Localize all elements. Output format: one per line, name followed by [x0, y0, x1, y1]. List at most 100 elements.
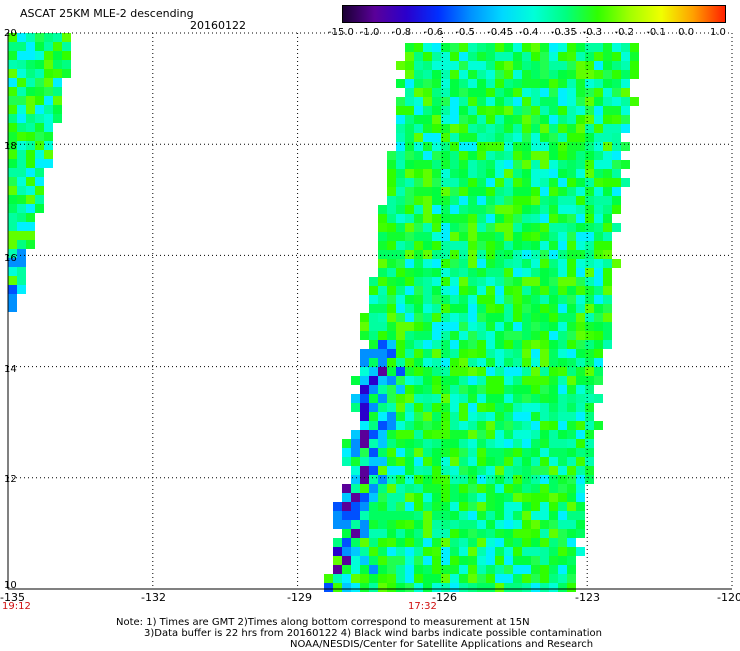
data-cell [603, 133, 612, 142]
data-cell [531, 97, 540, 106]
data-cell [459, 79, 468, 88]
data-cell [378, 295, 387, 304]
data-cell [495, 349, 504, 358]
data-cell [405, 475, 414, 484]
data-cell [360, 331, 369, 340]
data-cell [414, 250, 423, 259]
colorbar-label: -0.8 [391, 27, 412, 38]
data-cell [558, 313, 567, 322]
data-cell [486, 511, 495, 520]
data-cell [585, 241, 594, 250]
data-cell [44, 87, 53, 96]
data-cell [396, 277, 405, 286]
data-cell [522, 259, 531, 268]
data-cell [378, 520, 387, 529]
data-cell [549, 97, 558, 106]
data-cell [531, 547, 540, 556]
data-cell [549, 295, 558, 304]
data-cell [396, 394, 405, 403]
data-cell [558, 448, 567, 457]
data-cell [531, 529, 540, 538]
data-cell [504, 475, 513, 484]
data-cell [585, 475, 594, 484]
data-cell [495, 214, 504, 223]
data-cell [567, 187, 576, 196]
data-cell [35, 60, 44, 69]
data-cell [549, 358, 558, 367]
data-cell [396, 331, 405, 340]
data-cell [486, 115, 495, 124]
data-cell [477, 70, 486, 79]
data-cell [351, 493, 360, 502]
data-cell [450, 502, 459, 511]
data-cell [468, 79, 477, 88]
data-cell [630, 52, 639, 61]
data-cell [405, 286, 414, 295]
data-cell [450, 529, 459, 538]
data-cell [387, 430, 396, 439]
data-cell [558, 250, 567, 259]
data-cell [369, 430, 378, 439]
colorbar-label: -0.6 [423, 27, 444, 38]
data-cell [594, 70, 603, 79]
data-cell [558, 475, 567, 484]
data-cell [477, 214, 486, 223]
data-cell [603, 70, 612, 79]
data-cell [567, 475, 576, 484]
data-cell [378, 232, 387, 241]
data-cell [441, 97, 450, 106]
data-cell [369, 394, 378, 403]
data-cell [459, 106, 468, 115]
data-cell [405, 565, 414, 574]
data-cell [522, 106, 531, 115]
data-cell [387, 268, 396, 277]
data-cell [477, 259, 486, 268]
data-cell [468, 331, 477, 340]
data-cell [423, 214, 432, 223]
data-cell [576, 322, 585, 331]
data-cell [468, 547, 477, 556]
data-cell [17, 123, 26, 132]
data-cell [576, 466, 585, 475]
data-cell [486, 142, 495, 151]
data-cell [522, 493, 531, 502]
data-cell [540, 178, 549, 187]
data-cell [531, 178, 540, 187]
data-cell [35, 33, 44, 42]
data-cell [585, 151, 594, 160]
data-cell [558, 547, 567, 556]
data-cell [567, 322, 576, 331]
data-cell [477, 322, 486, 331]
data-cell [504, 250, 513, 259]
data-cell [477, 268, 486, 277]
data-cell [567, 403, 576, 412]
data-cell [513, 70, 522, 79]
data-cell [35, 105, 44, 114]
data-cell [540, 583, 549, 592]
data-cell [432, 574, 441, 583]
data-cell [477, 340, 486, 349]
data-cell [522, 43, 531, 52]
data-cell [459, 421, 468, 430]
data-cell [504, 421, 513, 430]
data-cell [540, 574, 549, 583]
data-cell [513, 340, 522, 349]
data-cell [531, 385, 540, 394]
data-cell [567, 106, 576, 115]
data-cell [423, 367, 432, 376]
data-cell [423, 286, 432, 295]
data-cell [504, 232, 513, 241]
data-cell [549, 223, 558, 232]
data-cell [495, 115, 504, 124]
data-cell [513, 232, 522, 241]
data-cell [423, 169, 432, 178]
data-cell [585, 466, 594, 475]
data-cell [477, 331, 486, 340]
data-cell [558, 88, 567, 97]
data-cell [477, 538, 486, 547]
data-cell [459, 340, 468, 349]
data-cell [396, 250, 405, 259]
data-cell [432, 484, 441, 493]
data-cell [540, 214, 549, 223]
data-cell [504, 70, 513, 79]
